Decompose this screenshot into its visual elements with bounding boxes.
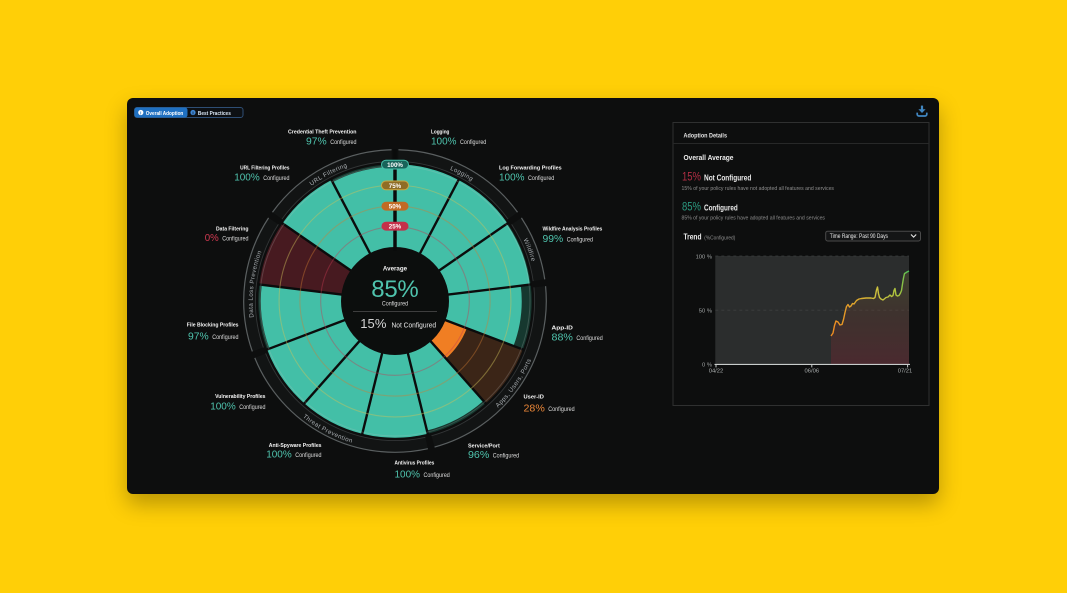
svg-text:97%: 97% bbox=[188, 331, 209, 343]
svg-text:07/21: 07/21 bbox=[898, 369, 913, 375]
svg-text:15%: 15% bbox=[682, 172, 701, 184]
svg-text:Anti-Spyware Profiles: Anti-Spyware Profiles bbox=[269, 443, 322, 449]
svg-text:(%Configured): (%Configured) bbox=[704, 236, 735, 242]
svg-text:Configured: Configured bbox=[222, 236, 249, 243]
svg-text:Configured: Configured bbox=[295, 452, 322, 459]
svg-text:Adoption Details: Adoption Details bbox=[684, 133, 728, 140]
svg-text:Not Configured: Not Configured bbox=[392, 323, 437, 330]
svg-text:100%: 100% bbox=[499, 172, 525, 184]
svg-text:50%: 50% bbox=[389, 204, 402, 211]
svg-text:88%: 88% bbox=[552, 332, 573, 344]
svg-text:100%: 100% bbox=[266, 449, 292, 461]
svg-text:Configured: Configured bbox=[460, 139, 487, 146]
svg-text:50 %: 50 % bbox=[699, 309, 712, 315]
svg-text:15%: 15% bbox=[360, 316, 387, 331]
svg-text:Antivirus Profiles: Antivirus Profiles bbox=[395, 461, 435, 467]
svg-text:15% of your policy rules have: 15% of your policy rules have not adopte… bbox=[682, 186, 835, 192]
svg-text:i: i bbox=[140, 110, 141, 115]
svg-text:100%: 100% bbox=[210, 401, 236, 413]
svg-text:100%: 100% bbox=[395, 469, 421, 481]
svg-text:Configured: Configured bbox=[263, 175, 290, 182]
svg-text:i: i bbox=[192, 110, 193, 115]
svg-text:28%: 28% bbox=[524, 403, 545, 415]
svg-text:99%: 99% bbox=[543, 233, 564, 245]
svg-text:Configured: Configured bbox=[704, 203, 738, 213]
svg-text:URL Filtering Profiles: URL Filtering Profiles bbox=[240, 166, 290, 172]
svg-text:96%: 96% bbox=[468, 449, 489, 461]
svg-text:100 %: 100 % bbox=[696, 255, 712, 261]
svg-text:97%: 97% bbox=[306, 136, 327, 148]
svg-text:Configured: Configured bbox=[424, 472, 451, 479]
svg-text:06/06: 06/06 bbox=[805, 369, 820, 375]
svg-text:User-ID: User-ID bbox=[524, 395, 544, 401]
svg-text:Overall Adoption: Overall Adoption bbox=[146, 111, 184, 117]
svg-text:Credential Theft Prevention: Credential Theft Prevention bbox=[288, 130, 357, 136]
svg-text:Configured: Configured bbox=[567, 237, 594, 244]
svg-text:Logging: Logging bbox=[431, 130, 450, 136]
svg-text:100%: 100% bbox=[387, 162, 403, 169]
svg-text:Average: Average bbox=[383, 266, 407, 273]
svg-text:Data Filtering: Data Filtering bbox=[216, 227, 249, 233]
svg-text:Trend: Trend bbox=[684, 233, 702, 242]
svg-text:0%: 0% bbox=[205, 232, 219, 244]
svg-text:100%: 100% bbox=[234, 172, 260, 184]
svg-text:Time Range: Past 90 Days: Time Range: Past 90 Days bbox=[830, 233, 888, 240]
svg-text:85% of your policy rules have: 85% of your policy rules have adopted al… bbox=[682, 216, 826, 222]
svg-text:Overall Average: Overall Average bbox=[684, 155, 734, 162]
svg-text:Configured: Configured bbox=[548, 406, 575, 413]
svg-text:Service/Port: Service/Port bbox=[468, 444, 500, 450]
svg-text:04/22: 04/22 bbox=[709, 369, 724, 375]
svg-text:Configured: Configured bbox=[382, 301, 409, 308]
svg-text:App-ID: App-ID bbox=[552, 326, 573, 332]
svg-text:Best Practices: Best Practices bbox=[198, 111, 231, 117]
svg-text:Wildfire Analysis Profiles: Wildfire Analysis Profiles bbox=[543, 227, 603, 233]
svg-text:25%: 25% bbox=[389, 224, 402, 231]
svg-text:Vulnerability Profiles: Vulnerability Profiles bbox=[215, 394, 266, 400]
svg-text:Configured: Configured bbox=[330, 139, 357, 146]
svg-text:Log Forwarding Profiles: Log Forwarding Profiles bbox=[499, 166, 562, 172]
svg-text:Not Configured: Not Configured bbox=[704, 173, 751, 183]
svg-text:0 %: 0 % bbox=[702, 363, 712, 369]
svg-text:85%: 85% bbox=[682, 202, 701, 214]
svg-text:85%: 85% bbox=[371, 276, 419, 303]
svg-text:Configured: Configured bbox=[493, 453, 520, 460]
svg-text:Configured: Configured bbox=[239, 404, 266, 411]
svg-text:Configured: Configured bbox=[576, 335, 603, 342]
svg-text:Configured: Configured bbox=[528, 175, 555, 182]
svg-text:File Blocking Profiles: File Blocking Profiles bbox=[187, 323, 239, 329]
svg-text:Configured: Configured bbox=[212, 334, 239, 341]
svg-text:75%: 75% bbox=[389, 183, 402, 190]
svg-text:100%: 100% bbox=[431, 136, 457, 148]
